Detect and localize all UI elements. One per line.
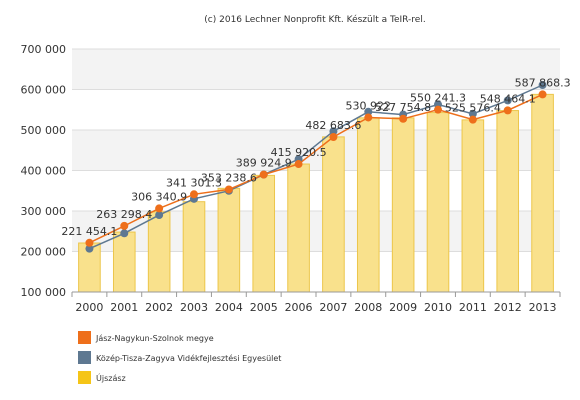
bar (531, 93, 554, 293)
series-point (120, 221, 129, 230)
bars (78, 93, 554, 293)
y-axis-ticks: 100 000 200 000 300 000 400 000 500 000 600 0… (21, 43, 67, 299)
series-point (364, 107, 373, 116)
series-point (224, 185, 233, 194)
data-label: 482 683.6 (305, 119, 361, 132)
data-label: 415 920.5 (271, 146, 327, 159)
bar (252, 174, 276, 293)
data-label: 587 868.3 (515, 76, 571, 89)
x-tick-label: 2011 (459, 301, 487, 314)
data-label: 389 924.9 (236, 157, 292, 170)
series-point (294, 160, 303, 169)
x-tick-label: 2004 (215, 301, 243, 314)
y-tick-label: 700 000 (21, 43, 67, 56)
bar (287, 163, 310, 293)
legend-swatch (78, 371, 91, 384)
series-point (538, 90, 547, 99)
bar (147, 211, 171, 293)
data-label: 530 922 (346, 99, 392, 112)
data-label: 527 754.8 (375, 101, 431, 114)
data-label: 341 301.3 (166, 176, 222, 189)
x-tick-label: 2009 (389, 301, 417, 314)
series-point (155, 211, 164, 220)
legend-swatch (78, 351, 91, 364)
x-tick-label: 2006 (285, 301, 313, 314)
series-point (329, 133, 338, 142)
bar (112, 231, 136, 293)
series-point (85, 244, 94, 253)
data-label: 525 576.4 (445, 102, 501, 115)
y-tick-label: 200 000 (21, 246, 67, 259)
series-point (155, 204, 164, 213)
y-tick-label: 400 000 (21, 165, 67, 178)
series-line (89, 84, 543, 250)
x-tick-label: 2003 (180, 301, 208, 314)
series-point (538, 81, 547, 90)
bar (182, 201, 206, 293)
plot-band (72, 49, 560, 90)
x-tick-label: 2007 (319, 301, 347, 314)
series-point (434, 105, 442, 114)
bar (322, 136, 345, 293)
series-point (329, 127, 338, 136)
x-axis: 2000 2001 2002 2003 2004 2005 2006 2007 2008 2009… (71, 291, 561, 314)
y-tick-label: 600 000 (21, 84, 67, 97)
x-tick-label: 2010 (424, 301, 452, 314)
series-point (85, 238, 94, 247)
series-point (468, 109, 477, 118)
data-label: 306 340.9 (131, 190, 187, 203)
x-tick-label: 2013 (529, 301, 557, 314)
series-point (259, 170, 268, 179)
bar (356, 117, 380, 293)
x-tick-label: 2000 (75, 301, 103, 314)
legend-swatch (78, 331, 91, 344)
data-label: 548 464.1 (480, 92, 536, 105)
x-tick-label: 2002 (145, 301, 173, 314)
x-tick-label: 2012 (494, 301, 522, 314)
legend: Jász-Nagykun-Szolnok megye Közép-Tisza-Za… (78, 331, 281, 384)
x-tick-label: 2005 (250, 301, 278, 314)
series-line (89, 93, 543, 244)
series-point (190, 190, 198, 199)
series-lines (89, 84, 543, 250)
series-point (468, 115, 477, 124)
legend-label: Közép-Tisza-Zagyva Vidékfejlesztési Egye… (96, 353, 281, 363)
x-tick-label: 2008 (354, 301, 382, 314)
data-label: 263 298.4 (96, 208, 152, 221)
data-label: 353 238.6 (201, 171, 257, 184)
series-point (399, 114, 408, 123)
x-tick-label: 2001 (110, 301, 138, 314)
series-point (503, 106, 512, 115)
bar (461, 119, 485, 293)
legend-label: Jász-Nagykun-Szolnok megye (95, 334, 214, 343)
data-label: 221 454.1 (61, 225, 117, 238)
bar (496, 110, 520, 293)
y-tick-label: 100 000 (21, 286, 67, 299)
series-points (85, 81, 547, 253)
series-point (120, 229, 129, 238)
legend-label: Újszász (96, 372, 126, 383)
series-point (364, 113, 373, 122)
y-tick-label: 300 000 (21, 205, 67, 218)
bar (391, 117, 415, 293)
data-label: 550 241.3 (410, 92, 466, 105)
series-point (503, 96, 512, 105)
chart-credit: (c) 2016 Lechner Nonprofit Kft. Készült … (204, 14, 425, 25)
bar (426, 112, 450, 293)
bar (217, 187, 241, 293)
y-tick-label: 500 000 (21, 124, 67, 137)
